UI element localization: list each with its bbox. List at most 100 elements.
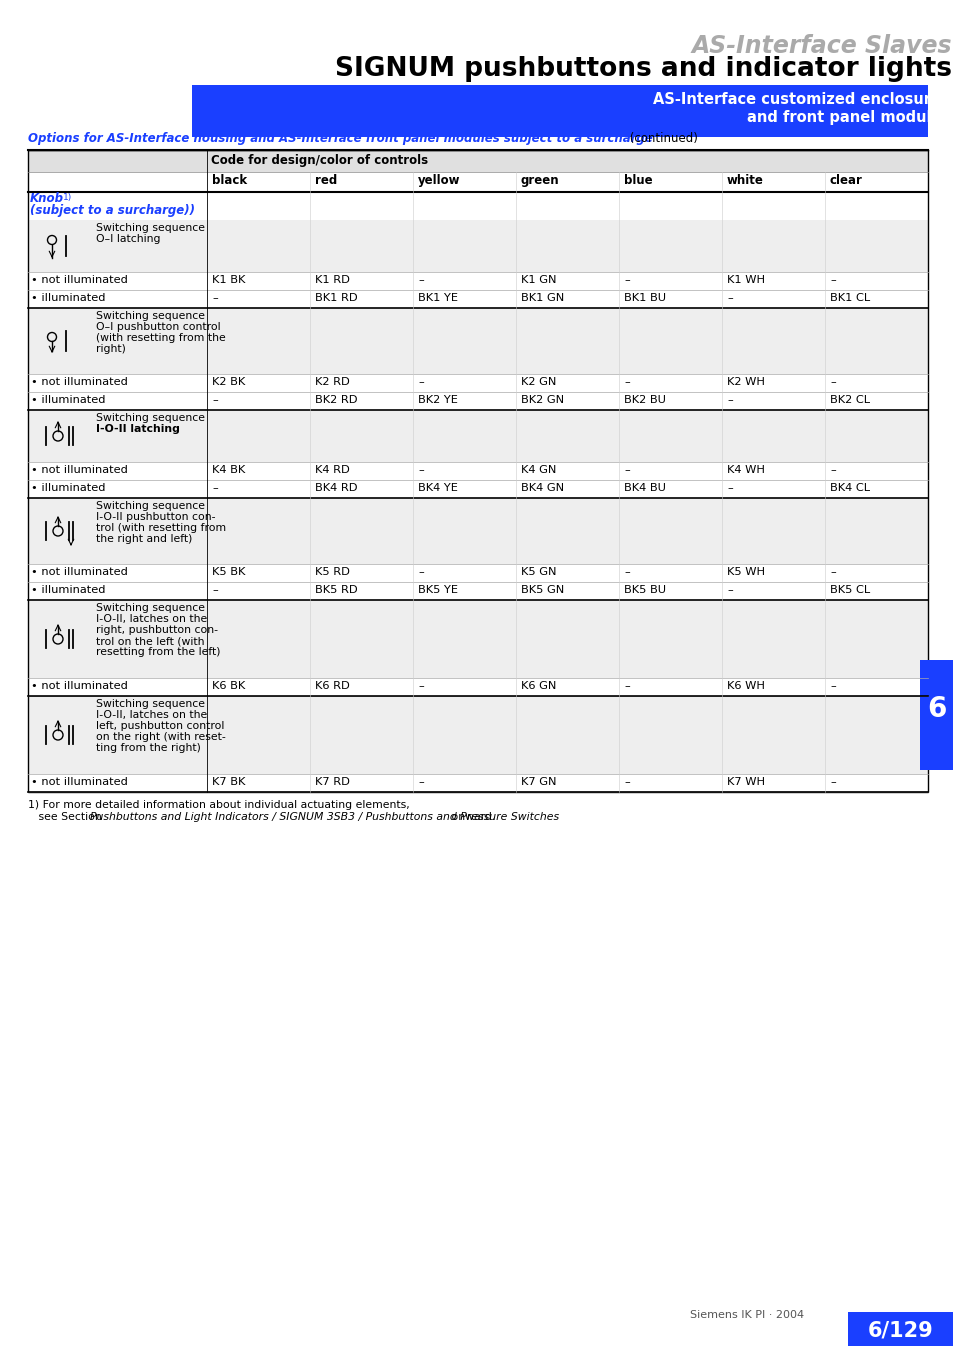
Text: Switching sequence: Switching sequence xyxy=(96,698,205,709)
Bar xyxy=(919,661,953,770)
Bar xyxy=(28,374,927,392)
Text: K1 GN: K1 GN xyxy=(520,276,556,285)
Text: BK4 CL: BK4 CL xyxy=(829,484,869,493)
Text: K7 RD: K7 RD xyxy=(314,777,350,788)
Text: AS-Interface customized enclosures: AS-Interface customized enclosures xyxy=(653,92,949,107)
Text: BK4 GN: BK4 GN xyxy=(520,484,563,493)
Bar xyxy=(28,696,927,774)
Text: BK1 BU: BK1 BU xyxy=(623,293,665,303)
Bar xyxy=(28,308,927,374)
Text: • not illuminated: • not illuminated xyxy=(30,276,128,285)
Text: blue: blue xyxy=(623,174,652,186)
Text: SIGNUM pushbuttons and indicator lights: SIGNUM pushbuttons and indicator lights xyxy=(335,55,951,82)
Text: –: – xyxy=(726,585,732,594)
Text: K7 BK: K7 BK xyxy=(212,777,245,788)
Text: K5 GN: K5 GN xyxy=(520,567,556,577)
Text: –: – xyxy=(212,394,217,405)
Text: trol on the left (with: trol on the left (with xyxy=(96,636,204,646)
Text: ting from the right): ting from the right) xyxy=(96,743,201,753)
Text: K5 BK: K5 BK xyxy=(212,567,245,577)
Text: BK5 GN: BK5 GN xyxy=(520,585,563,594)
Text: BK5 YE: BK5 YE xyxy=(417,585,457,594)
Text: • not illuminated: • not illuminated xyxy=(30,377,128,386)
Text: –: – xyxy=(623,276,629,285)
Text: right): right) xyxy=(96,345,126,354)
Text: K2 RD: K2 RD xyxy=(314,377,350,386)
Text: Options for AS-Interface housing and AS-Interface front panel modules subject to: Options for AS-Interface housing and AS-… xyxy=(28,132,652,145)
Text: K4 GN: K4 GN xyxy=(520,465,556,476)
Bar xyxy=(28,220,927,272)
Text: –: – xyxy=(829,377,835,386)
Text: BK2 GN: BK2 GN xyxy=(520,394,563,405)
Text: –: – xyxy=(829,465,835,476)
Bar xyxy=(28,600,927,678)
Bar xyxy=(28,192,927,220)
Text: and front panel modules: and front panel modules xyxy=(746,109,949,126)
Text: –: – xyxy=(212,484,217,493)
Bar xyxy=(28,499,927,563)
Text: –: – xyxy=(623,465,629,476)
Text: O–I pushbutton control: O–I pushbutton control xyxy=(96,322,220,332)
Text: BK1 RD: BK1 RD xyxy=(314,293,357,303)
Text: BK1 CL: BK1 CL xyxy=(829,293,869,303)
Text: the right and left): the right and left) xyxy=(96,534,193,544)
Text: –: – xyxy=(623,777,629,788)
Text: Switching sequence: Switching sequence xyxy=(96,311,205,322)
Text: I-O-II latching: I-O-II latching xyxy=(96,424,180,434)
Bar xyxy=(28,172,927,192)
Text: • not illuminated: • not illuminated xyxy=(30,777,128,788)
Bar xyxy=(28,150,927,172)
Text: –: – xyxy=(417,681,423,690)
Text: (subject to a surcharge)): (subject to a surcharge)) xyxy=(30,204,194,218)
Text: left, pushbutton control: left, pushbutton control xyxy=(96,721,224,731)
Bar xyxy=(28,392,927,409)
Text: K2 BK: K2 BK xyxy=(212,377,245,386)
Text: BK4 RD: BK4 RD xyxy=(314,484,357,493)
Text: trol (with resetting from: trol (with resetting from xyxy=(96,523,226,534)
Text: onward.: onward. xyxy=(448,812,495,821)
Text: –: – xyxy=(212,585,217,594)
Text: • not illuminated: • not illuminated xyxy=(30,465,128,476)
Text: K1 BK: K1 BK xyxy=(212,276,245,285)
Text: BK5 CL: BK5 CL xyxy=(829,585,869,594)
Text: BK1 YE: BK1 YE xyxy=(417,293,457,303)
Text: K4 BK: K4 BK xyxy=(212,465,245,476)
Text: –: – xyxy=(726,394,732,405)
Text: –: – xyxy=(623,681,629,690)
Text: I-O-II, latches on the: I-O-II, latches on the xyxy=(96,613,207,624)
Bar xyxy=(28,582,927,600)
Text: 1): 1) xyxy=(63,193,72,203)
Bar xyxy=(28,563,927,582)
Text: right, pushbutton con-: right, pushbutton con- xyxy=(96,626,218,635)
Text: Code for design/color of controls: Code for design/color of controls xyxy=(211,154,428,168)
Bar xyxy=(28,290,927,308)
Bar xyxy=(192,85,927,136)
Text: Siemens IK PI · 2004: Siemens IK PI · 2004 xyxy=(689,1310,803,1320)
Text: –: – xyxy=(726,293,732,303)
Text: K1 WH: K1 WH xyxy=(726,276,764,285)
Text: K2 GN: K2 GN xyxy=(520,377,556,386)
Text: BK2 YE: BK2 YE xyxy=(417,394,457,405)
Text: BK4 YE: BK4 YE xyxy=(417,484,457,493)
Text: BK5 BU: BK5 BU xyxy=(623,585,665,594)
Text: • illuminated: • illuminated xyxy=(30,293,106,303)
Text: K6 GN: K6 GN xyxy=(520,681,556,690)
Text: Switching sequence: Switching sequence xyxy=(96,603,205,613)
Bar xyxy=(28,678,927,696)
Text: –: – xyxy=(417,777,423,788)
Text: (continued): (continued) xyxy=(625,132,698,145)
Text: see Section: see Section xyxy=(28,812,105,821)
Text: –: – xyxy=(829,681,835,690)
Text: 6/129: 6/129 xyxy=(867,1321,933,1342)
Text: • not illuminated: • not illuminated xyxy=(30,567,128,577)
Text: white: white xyxy=(726,174,763,186)
Text: BK2 BU: BK2 BU xyxy=(623,394,665,405)
Text: K2 WH: K2 WH xyxy=(726,377,764,386)
Text: –: – xyxy=(417,567,423,577)
Text: K6 BK: K6 BK xyxy=(212,681,245,690)
Text: green: green xyxy=(520,174,559,186)
Text: • illuminated: • illuminated xyxy=(30,484,106,493)
Text: yellow: yellow xyxy=(417,174,460,186)
Text: BK5 RD: BK5 RD xyxy=(314,585,357,594)
Text: –: – xyxy=(726,484,732,493)
